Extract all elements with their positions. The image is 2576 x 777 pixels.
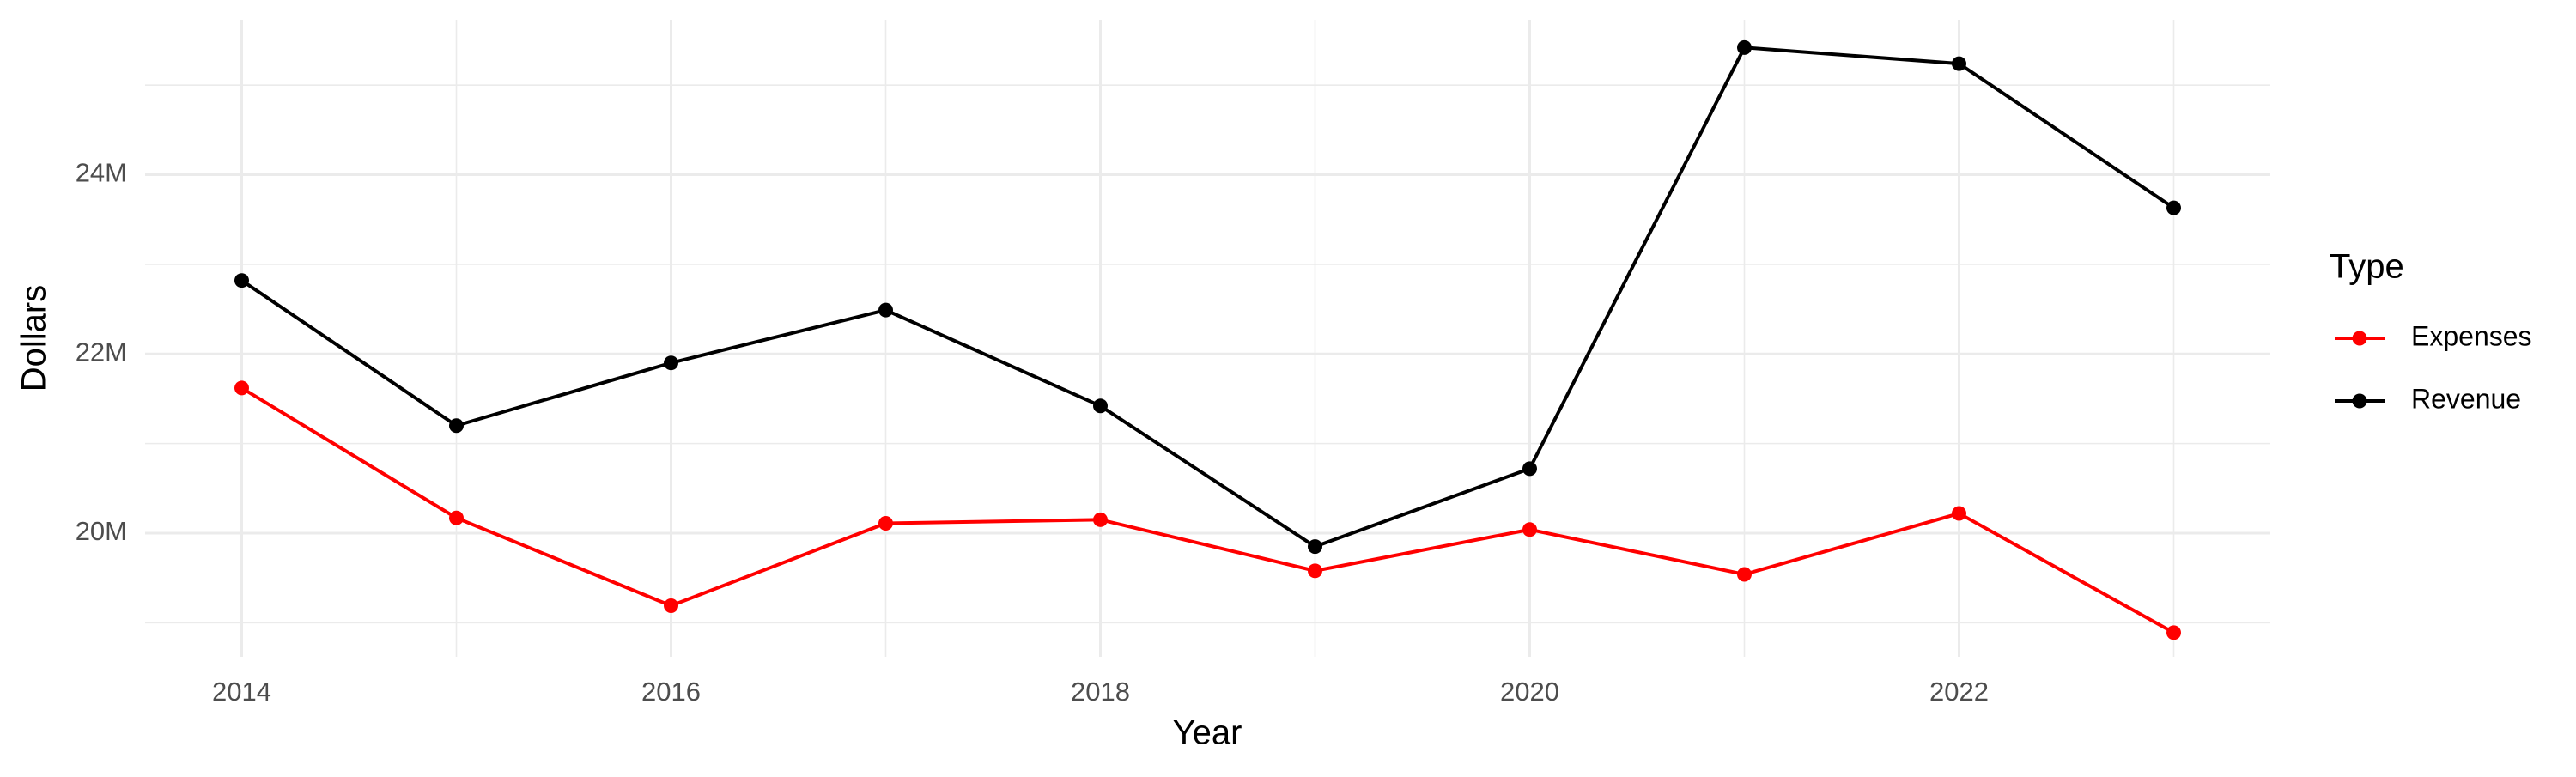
legend-title: Type <box>2330 248 2404 286</box>
legend-label: Revenue <box>2411 383 2521 414</box>
data-point <box>1737 39 1752 55</box>
y-tick-label: 20M <box>76 516 127 546</box>
x-tick-label: 2020 <box>1500 677 1559 707</box>
data-point <box>1093 512 1108 527</box>
data-point <box>1522 461 1537 477</box>
data-point <box>664 598 678 614</box>
series-line <box>240 46 2175 549</box>
data-point <box>664 355 678 371</box>
data-point <box>449 510 464 525</box>
data-point <box>234 380 249 396</box>
y-tick-label: 22M <box>76 337 127 367</box>
data-point <box>878 302 893 318</box>
legend-label: Expenses <box>2411 320 2532 351</box>
x-tick-label: 2016 <box>641 677 701 707</box>
data-point <box>2166 200 2181 215</box>
y-axis-title: Dollars <box>15 285 53 392</box>
x-axis-title: Year <box>1173 714 1242 752</box>
x-tick-label: 2014 <box>212 677 271 707</box>
data-point <box>234 273 249 288</box>
data-point <box>1093 398 1108 414</box>
data-point <box>2166 625 2181 640</box>
data-point <box>1308 563 1322 579</box>
legend-key-point <box>2352 393 2367 409</box>
y-tick-label: 24M <box>76 158 127 188</box>
data-point <box>1522 522 1537 537</box>
x-tick-label: 2022 <box>1929 677 1989 707</box>
data-point <box>1308 539 1322 555</box>
data-point <box>1737 567 1752 582</box>
data-point <box>449 418 464 434</box>
series-line <box>240 386 2175 634</box>
data-point <box>878 516 893 531</box>
data-point <box>1952 56 1966 71</box>
x-tick-label: 2018 <box>1071 677 1130 707</box>
data-point <box>1952 506 1966 521</box>
legend-key-point <box>2352 331 2367 346</box>
